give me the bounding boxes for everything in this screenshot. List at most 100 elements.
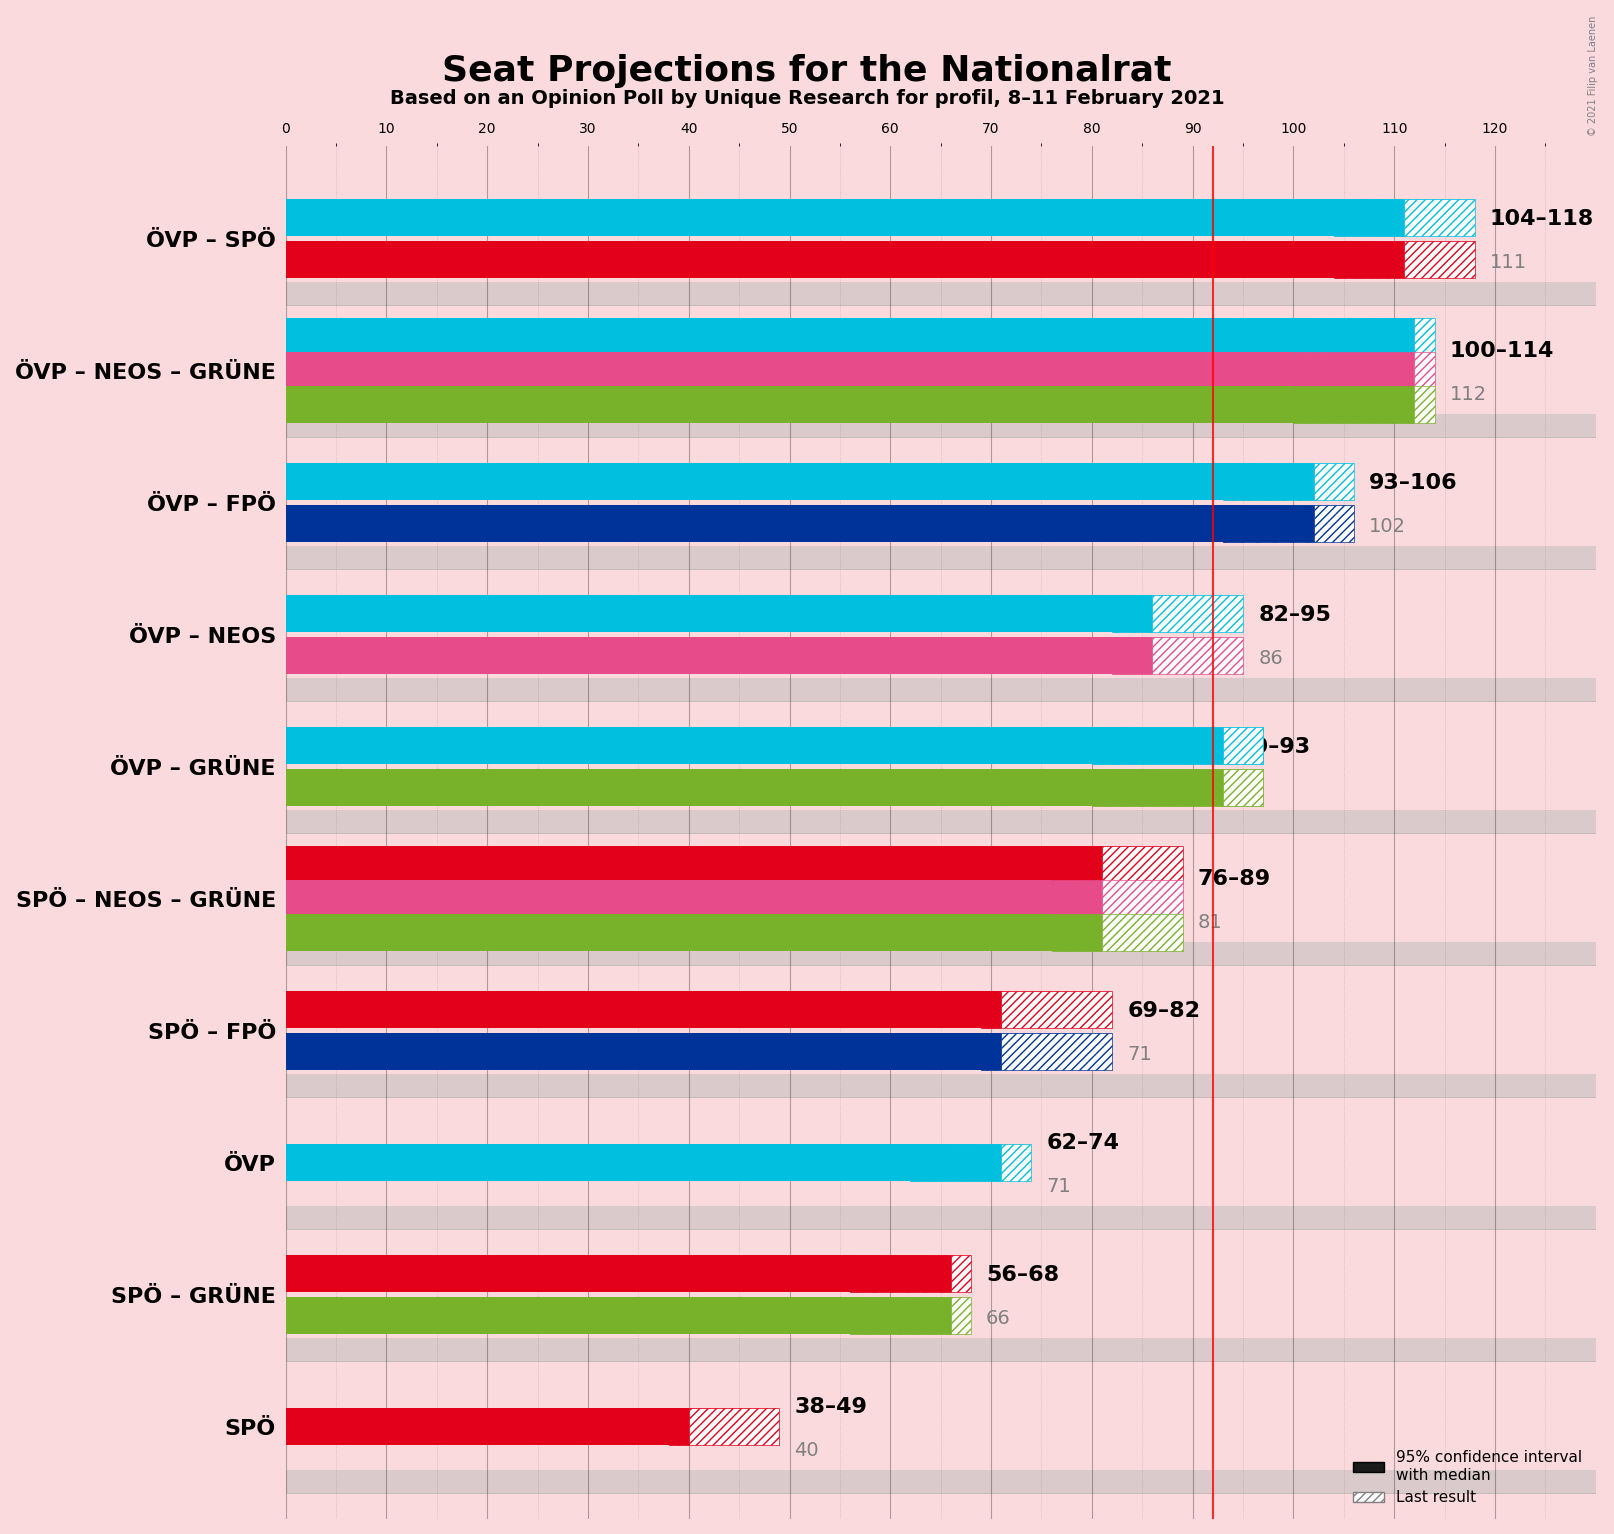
Bar	[1333, 241, 1341, 278]
Bar	[1440, 199, 1446, 236]
FancyBboxPatch shape	[689, 1408, 780, 1445]
Bar	[972, 1144, 976, 1181]
Bar	[1217, 637, 1223, 673]
Bar	[928, 1144, 935, 1181]
Bar	[1440, 241, 1446, 278]
Bar	[1157, 769, 1164, 807]
Bar	[1106, 991, 1112, 1028]
Bar	[725, 1408, 730, 1445]
Bar	[713, 1408, 718, 1445]
Bar	[1357, 318, 1364, 354]
FancyBboxPatch shape	[1091, 727, 1264, 764]
Bar	[286, 1144, 910, 1181]
Bar	[679, 1408, 686, 1445]
Bar	[1104, 845, 1110, 882]
Bar	[1446, 199, 1454, 236]
Bar	[286, 678, 1596, 703]
Bar	[1067, 991, 1073, 1028]
Bar	[1420, 351, 1427, 390]
Bar	[893, 1255, 899, 1292]
Bar	[1223, 463, 1230, 500]
Bar	[1236, 637, 1243, 673]
Bar	[1172, 595, 1178, 632]
Bar	[1335, 463, 1341, 500]
Bar	[1104, 881, 1110, 917]
Bar	[1099, 1034, 1106, 1071]
Bar	[1230, 463, 1236, 500]
Text: Based on an Opinion Poll by Unique Research for profil, 8–11 February 2021: Based on an Opinion Poll by Unique Resea…	[389, 89, 1225, 107]
Bar	[1183, 727, 1190, 764]
Bar	[1314, 351, 1322, 390]
Bar	[1178, 637, 1185, 673]
Bar	[1156, 881, 1164, 917]
Bar	[1210, 595, 1217, 632]
Bar	[1136, 881, 1143, 917]
Bar	[1341, 199, 1348, 236]
Bar	[286, 1074, 1596, 1098]
Text: 102: 102	[1369, 517, 1406, 535]
Bar	[1099, 991, 1106, 1028]
Bar	[1073, 1034, 1080, 1071]
Bar	[1143, 914, 1149, 951]
Bar	[1314, 463, 1322, 500]
Bar	[1065, 881, 1072, 917]
Bar	[1125, 637, 1131, 673]
Bar	[1398, 199, 1404, 236]
Bar	[1065, 845, 1072, 882]
Bar	[1369, 199, 1377, 236]
Bar	[1314, 318, 1322, 354]
Bar	[1144, 595, 1151, 632]
Bar	[1112, 727, 1119, 764]
Bar	[1085, 845, 1091, 882]
Bar	[1131, 595, 1138, 632]
Bar	[1020, 1144, 1025, 1181]
Bar	[875, 1298, 880, 1335]
Bar	[1354, 199, 1362, 236]
Bar	[1112, 769, 1119, 807]
Bar	[1138, 727, 1144, 764]
Bar	[1369, 241, 1377, 278]
Bar	[1393, 387, 1399, 423]
Bar	[1322, 387, 1328, 423]
Bar	[1020, 1034, 1027, 1071]
Bar	[1288, 505, 1294, 542]
Bar	[1125, 727, 1131, 764]
Bar	[702, 1408, 707, 1445]
Bar	[1349, 387, 1357, 423]
Bar	[1130, 845, 1136, 882]
Bar	[1336, 318, 1343, 354]
Bar	[1406, 387, 1414, 423]
Bar	[1307, 463, 1314, 500]
Bar	[1322, 505, 1328, 542]
Bar	[1217, 727, 1223, 764]
Bar	[1078, 845, 1085, 882]
Bar	[1027, 1034, 1033, 1071]
Bar	[994, 1034, 1001, 1071]
Bar	[1119, 637, 1125, 673]
Text: Seat Projections for the Nationalrat: Seat Projections for the Nationalrat	[442, 54, 1172, 87]
Bar	[1343, 387, 1349, 423]
Bar	[1454, 199, 1461, 236]
Bar	[935, 1298, 941, 1335]
Text: © 2021 Filip van Laenen: © 2021 Filip van Laenen	[1588, 15, 1598, 135]
Bar	[1164, 845, 1170, 882]
Bar	[1099, 769, 1106, 807]
Bar	[952, 1298, 959, 1335]
Bar	[1210, 637, 1217, 673]
Bar	[1067, 1034, 1073, 1071]
Bar	[1348, 505, 1354, 542]
Bar	[1406, 351, 1414, 390]
Bar	[286, 241, 1333, 278]
FancyBboxPatch shape	[1293, 351, 1414, 390]
Bar	[1357, 351, 1364, 390]
Bar	[989, 1144, 996, 1181]
Text: 62–74: 62–74	[1046, 1132, 1120, 1152]
Bar	[768, 1408, 773, 1445]
Bar	[1164, 727, 1170, 764]
Bar	[1073, 991, 1080, 1028]
Bar	[1269, 505, 1275, 542]
Bar	[1307, 387, 1314, 423]
FancyBboxPatch shape	[1333, 241, 1404, 278]
Bar	[1091, 769, 1099, 807]
Bar	[1052, 1034, 1060, 1071]
